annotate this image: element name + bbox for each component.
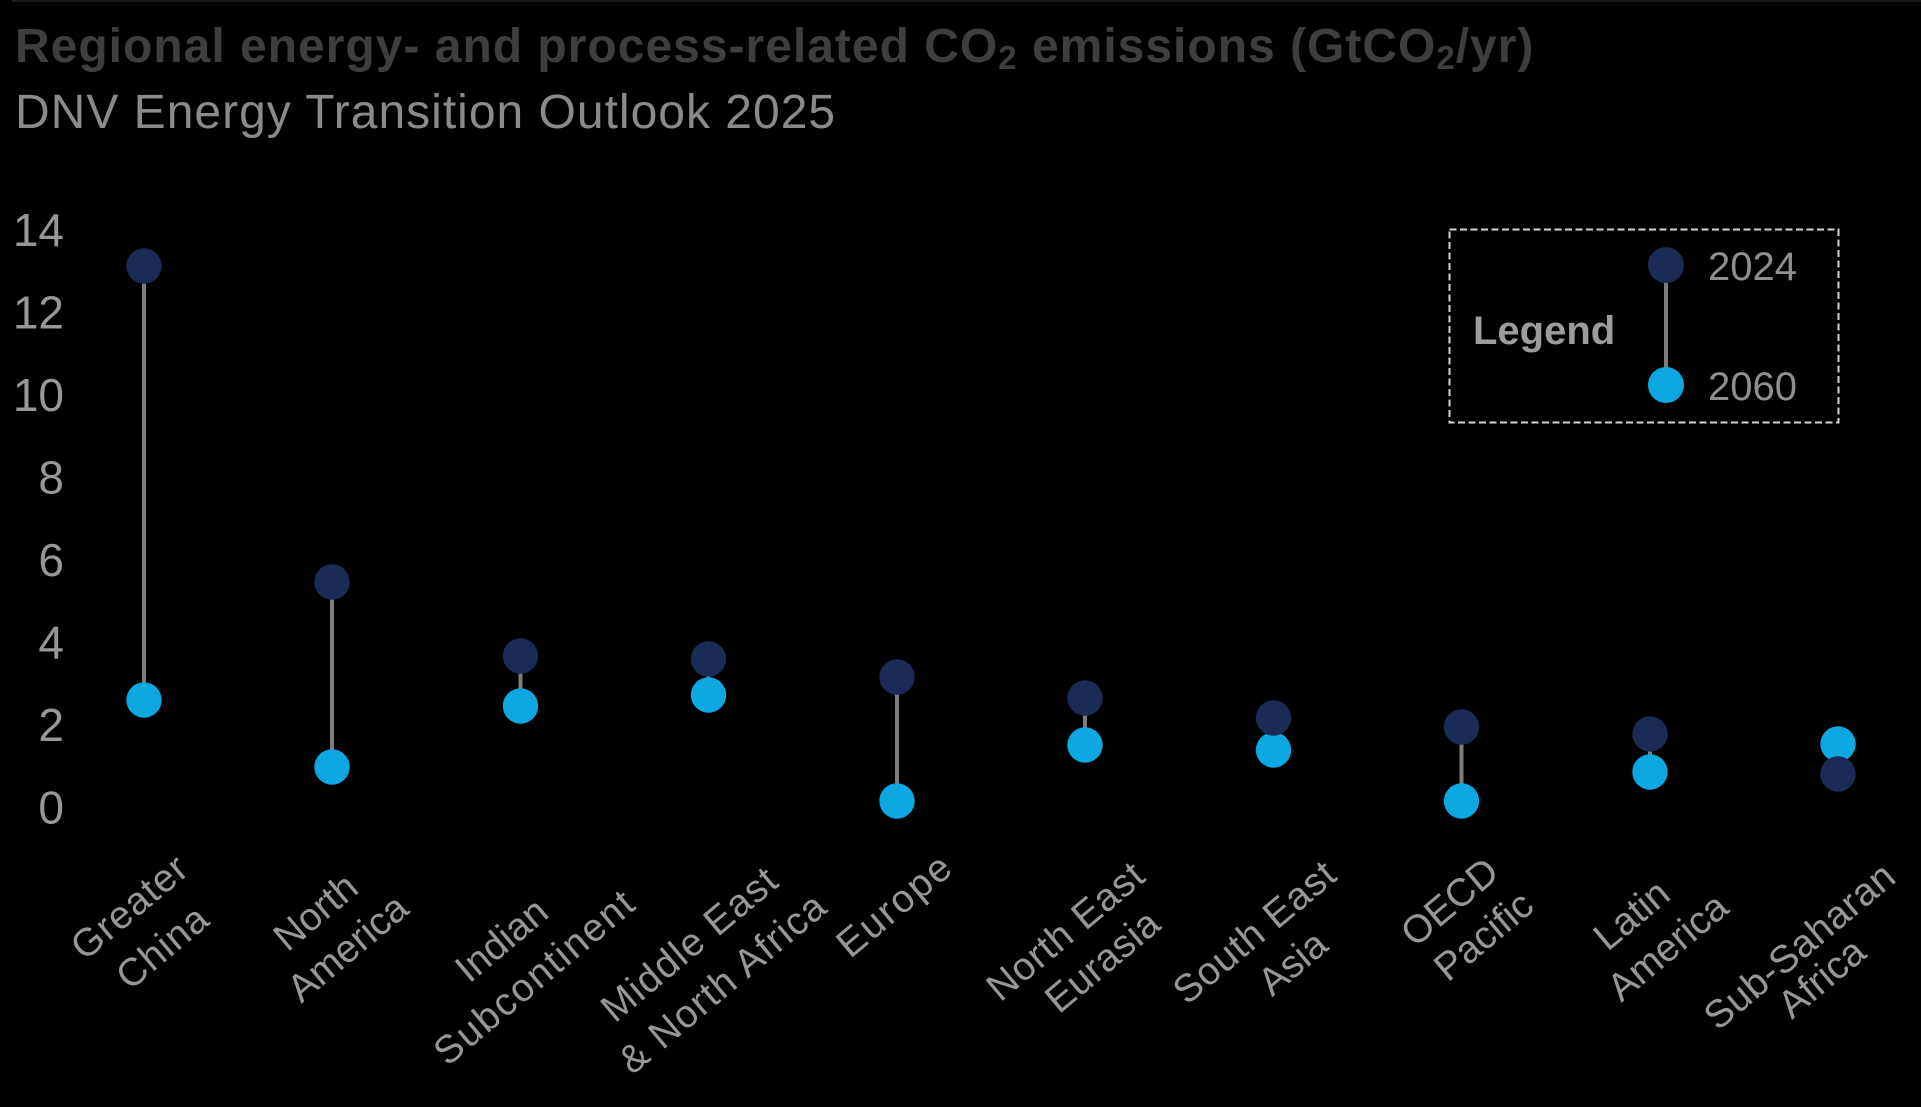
svg-text:Legend: Legend	[1473, 309, 1615, 353]
svg-text:2060: 2060	[1708, 365, 1797, 409]
svg-text:14: 14	[13, 204, 64, 256]
svg-text:0: 0	[38, 782, 64, 834]
svg-text:10: 10	[13, 369, 64, 421]
svg-text:DNV Energy Transition Outlook: DNV Energy Transition Outlook 2025	[15, 86, 836, 139]
svg-text:4: 4	[38, 617, 64, 669]
svg-text:Regional energy- and process-r: Regional energy- and process-related CO2…	[15, 20, 1534, 76]
svg-text:2: 2	[38, 699, 64, 751]
svg-text:6: 6	[38, 534, 64, 586]
svg-text:2024: 2024	[1708, 245, 1797, 289]
svg-text:8: 8	[38, 452, 64, 504]
svg-text:12: 12	[13, 287, 64, 339]
